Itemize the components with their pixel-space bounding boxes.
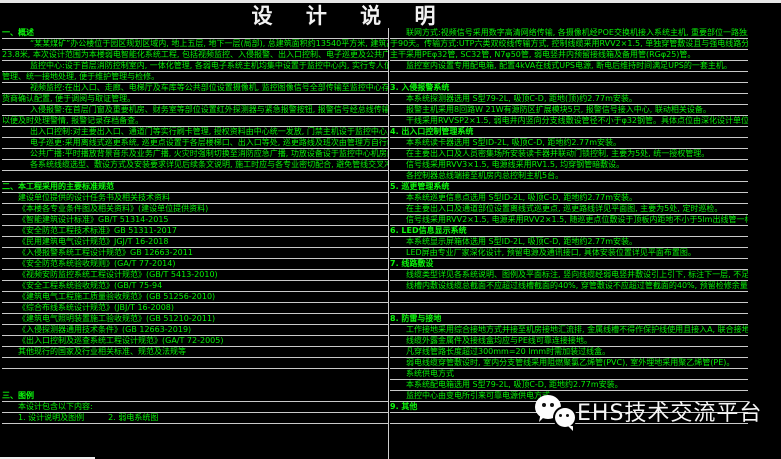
spec-text-row: 建设单位提供的设计任务书及相关技术资料 <box>2 193 388 204</box>
spec-text-row: 《视频安防监控系统工程设计规范》(GB/T 5413-2010) <box>2 270 388 281</box>
spec-text-row: 监控中心:设于首层消防控制室内, 一体化管理, 各弱电子系统主机均集中设置于监控… <box>2 61 388 72</box>
spec-text-row: “某某煤矿”办公楼位于园区规划区域内, 地上五层, 地下一层(局部), 总建筑面… <box>2 39 388 50</box>
spec-text-row: 《本楼各专业条件图及相关资料》(建设单位提供资料) <box>2 204 388 215</box>
spec-text-row: 监控中心由变电所引来可靠电源供电方式。 <box>390 391 748 402</box>
spec-heading-row: 6. LED信息显示系统 <box>390 226 748 237</box>
spec-text-row: 各系统线缆选型、敷设方式及安装要求详见后续条文说明, 施工时应与各专业密切配合,… <box>2 160 388 171</box>
spec-text-row: LED屏由专业厂家深化设计, 预留电源及通讯接口, 具体安装位置详见平面布置图。 <box>390 248 748 259</box>
spec-text-row: 管理、统一接地处理, 便于维护管理与检修。 <box>2 72 388 83</box>
spec-text-row: 电子巡更:采用离线式巡更系统, 巡更点设置于各层楼梯口、出入口等处, 巡更路线及… <box>2 138 388 149</box>
spec-text-row: 弱电线缆穿管敷设时, 室内分支管线采用阻燃聚氯乙烯管(PVC), 室外埋地采用聚… <box>390 358 748 369</box>
spec-text-row: 本系统配电箱选用 S型79-2L, 吸顶C-D, 距地约2.77m安装。 <box>390 380 748 391</box>
spec-text-row: 各控制器总线端接至机房内总控制主机5台。 <box>390 171 748 182</box>
spec-text-row: 《入侵报警系统工程设计规范》GB 12663-2011 <box>2 248 388 259</box>
spec-text-row: 本设计包含以下内容: <box>2 402 388 413</box>
spec-text-row <box>2 369 388 380</box>
wechat-icon <box>533 394 577 429</box>
spec-text-row: 线缆类型详见各系统说明、图例及平面标注, 竖向线缆经弱电竖井敷设引上引下, 标注… <box>390 270 748 281</box>
spec-text-row: 以便及时处理警情, 报警记录存档备查。 <box>2 116 388 127</box>
spec-text-row: 《安全防范工程技术标准》GB 51311-2017 <box>2 226 388 237</box>
spec-heading-row: 5. 巡更管理系统 <box>390 182 748 193</box>
spec-text-row: 于90天。传输方式:UTP六类双绞线传输方式, 控制线缆采用RVV2×1.5, … <box>390 39 748 50</box>
spec-text-row: 《建筑电气工程施工质量验收规范》(GB 51256-2010) <box>2 292 388 303</box>
spec-text-row: 系统供电方式 <box>390 369 748 380</box>
spec-text-row: 23.8米, 本次设计范围为本楼弱电智能化系统工程, 包括视频监控、入侵报警、出… <box>2 50 388 61</box>
spec-text-row: 公共广播:平时播放背景音乐及业务广播, 火灾时强制切换至消防应急广播, 功放设备… <box>2 149 388 160</box>
spec-heading-row: 一、概述 <box>2 28 388 39</box>
spec-text-row: 主干采用PEφ32管, SC32管, N7φ50管, 弱电竖井内预留接线箱及备用… <box>390 50 748 61</box>
spec-text-row: 联网方式:视频信号采用数字高清网络传输, 各摄像机经POE交换机接入系统主机, … <box>390 28 748 39</box>
spec-text-row: 干线采用RVVSP2×1.5, 弱电井内竖向分支线敷设管径不小于φ32钢管。具体… <box>390 116 748 127</box>
spec-text-row: 出入口控制:对主要出入口、通道门等实行刷卡管理, 授权资料由中心统一发放, 门禁… <box>2 127 388 138</box>
spec-text-row: 工作接地采用综合接地方式并接至机房接地汇流排, 金属线槽不得作保护线使用且接入A… <box>390 325 748 336</box>
spec-text-row: 凡穿线管路长度超过300mm=20 lmm时需加装过线盒。 <box>390 347 748 358</box>
spec-text-row <box>2 358 388 369</box>
spec-text-row: 线缆外露金属件及接线盒均应与PE线可靠连接接地。 <box>390 336 748 347</box>
spec-text-row: 信号线采用RVV2×1.5, 电源采用RVV2×1.5, 随巡更点位敷设于顶板内… <box>390 215 748 226</box>
spec-text-row <box>390 72 748 83</box>
spec-text-row: 信号线采用RVV3×1.5, 电源线采用RV1.5, 均穿钢管暗敷设。 <box>390 160 748 171</box>
spec-text-row <box>390 303 748 314</box>
spec-text-row <box>2 380 388 391</box>
spec-text-row <box>390 292 748 303</box>
spec-text-row: 《入侵探测器通用技术条件》(GB 12663-2019) <box>2 325 388 336</box>
sheet-title: 设 计 说 明 <box>251 3 449 28</box>
wechat-small-bubble <box>553 406 577 429</box>
spec-heading-row: 8. 防雷与接地 <box>390 314 748 325</box>
watermark: EHS技术交流平台 <box>533 394 763 429</box>
watermark-label: EHS技术交流平台 <box>577 401 763 426</box>
spec-heading-row: 4. 出入口控制管理系统 <box>390 127 748 138</box>
spec-text-row: 视频监控:在出入口、走廊、电梯厅及车库等公共部位设置摄像机, 监控图像信号全部传… <box>2 83 388 94</box>
spec-text-row: 《建筑电气照明装置施工验收规范》(GB 51210-2011) <box>2 314 388 325</box>
column-divider <box>388 28 389 459</box>
spec-heading-row: 3. 入侵报警系统 <box>390 83 748 94</box>
spec-text-row: 本系统巡更信息点选用 S型ID-2L, 吸顶C-D, 距地约2.77m安装。 <box>390 193 748 204</box>
spec-heading-row: 7. 线路敷设 <box>390 259 748 270</box>
spec-text-row: 在主要出入口及通道部位设置离线式巡更点, 巡更路线详见平面图, 主要为5处, 定… <box>390 204 748 215</box>
left-column: 一、概述 “某某煤矿”办公楼位于园区规划区域内, 地上五层, 地下一层(局部), … <box>2 28 388 459</box>
bottom-border-line <box>0 457 95 459</box>
spec-text-row: 《安全工程系统验收规范》(GB/T 75-94 <box>2 281 388 292</box>
spec-text-row: 本系统探测器选用 S型79-2L, 吸顶C-D, 距地(顶)约2.77m安装。 <box>390 94 748 105</box>
spec-text-row <box>2 171 388 182</box>
spec-text-row: 在主要出入口及人员密集场所安装读卡器并联动门锁控制, 主要为5处, 统一授权管理… <box>390 149 748 160</box>
spec-text-row: 入侵报警:在首层门窗及重要机房、财务室等部位设置红外探测器与紧急报警按钮, 报警… <box>2 105 388 116</box>
spec-text-row: 《民用建筑电气设计规范》JGJ/T 16-2018 <box>2 237 388 248</box>
spec-text-row: 其他现行的国家及行业相关标准、规范及法规等 <box>2 347 388 358</box>
spec-heading-row: 二、本工程采用的主要标准规范 <box>2 182 388 193</box>
top-border-line <box>0 0 781 3</box>
spec-heading-row: 三、图例 <box>2 391 388 402</box>
spec-text-row: 《综合布线系统设计规范》(JBJ/T 16-2008) <box>2 303 388 314</box>
spec-text-row: 《安全防范系统验收规则》(GA/T 77-2014) <box>2 259 388 270</box>
spec-text-row: 《出入口控制及巡查系统工程设计规范》(GA/T 72-2005) <box>2 336 388 347</box>
spec-text-row: 本系统读卡器选用 S型ID-2L, 吸顶C-D, 距地约2.77m安装。 <box>390 138 748 149</box>
spec-text-row: 报警主机采用8回路W 21W有源防区扩展模块5只, 报警信号接入中心, 联动相关… <box>390 105 748 116</box>
spec-text-row: 货商确认配置, 便于调阅与取证管理。 <box>2 94 388 105</box>
spec-text-row: 1. 设计说明及图例 2. 弱电系统图 <box>2 413 388 424</box>
spec-text-row: 线槽内敷设线缆总截面不应超过线槽截面的40%, 穿管敷设不应超过管截面的40%,… <box>390 281 748 292</box>
spec-text-row: 《智能建筑设计标准》GB/T 51314-2015 <box>2 215 388 226</box>
spec-text-row: 监控室内设置专用配电箱, 配置4kVA在线式UPS电源, 断电后维持时间满足UP… <box>390 61 748 72</box>
spec-text-row: 本系统显示屏箱体选用 S型ID-2L, 吸顶C-D, 距地约2.77m安装。 <box>390 237 748 248</box>
